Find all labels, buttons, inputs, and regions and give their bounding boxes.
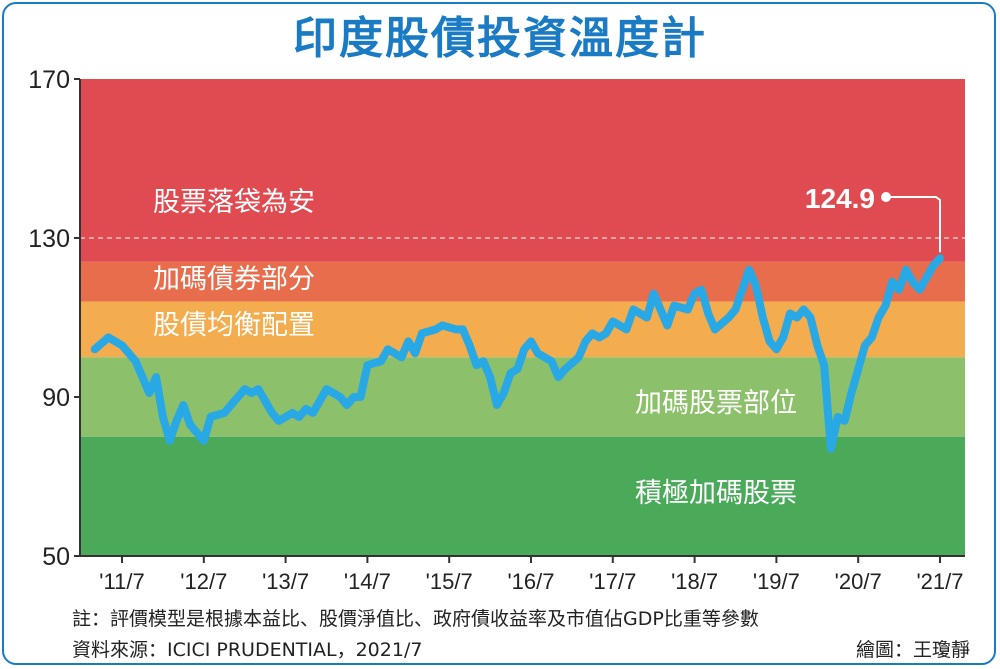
zone-label-1: 加碼債券部分 xyxy=(153,264,315,295)
zone-band-4 xyxy=(80,436,965,556)
xtick-label-7: '18/7 xyxy=(671,569,718,594)
xtick-label-1: '12/7 xyxy=(180,569,227,594)
credit: 繪圖：王瓊靜 xyxy=(855,639,970,661)
zone-label-4: 積極加碼股票 xyxy=(635,478,797,509)
xtick-label-3: '14/7 xyxy=(344,569,391,594)
xtick-label-2: '13/7 xyxy=(262,569,309,594)
series-line-0 xyxy=(90,254,944,453)
zone-label-3: 加碼股票部位 xyxy=(635,388,797,419)
xtick-label-10: '21/7 xyxy=(916,569,963,594)
zone-label-0: 股票落袋為安 xyxy=(153,187,315,218)
ytick-label-130: 130 xyxy=(28,225,70,253)
annotation-dot xyxy=(881,192,891,202)
xtick-label-5: '16/7 xyxy=(507,569,554,594)
xtick-label-8: '19/7 xyxy=(753,569,800,594)
zone-band-0 xyxy=(80,79,965,262)
source-note: 資料來源：ICICI PRUDENTIAL，2021/7 xyxy=(72,639,423,661)
xtick-label-0: '11/7 xyxy=(99,569,144,594)
annotation-leader xyxy=(888,196,941,253)
ytick-label-50: 50 xyxy=(42,543,70,571)
xtick-label-4: '15/7 xyxy=(426,569,473,594)
zone-band-1 xyxy=(80,261,965,302)
xtick-label-6: '17/7 xyxy=(589,569,636,594)
ytick-label-90: 90 xyxy=(42,384,70,412)
annotation-label: 124.9 xyxy=(805,183,875,214)
ytick-label-170: 170 xyxy=(28,66,70,94)
chart-title: 印度股債投資溫度計 xyxy=(293,13,707,64)
zone-label-2: 股債均衡配置 xyxy=(153,310,315,341)
xtick-label-9: '20/7 xyxy=(835,569,882,594)
zone-band-3 xyxy=(80,357,965,437)
footnote: 註：評價模型是根據本益比、股價淨值比、政府債收益率及市值佔GDP比重等參數 xyxy=(72,608,759,630)
